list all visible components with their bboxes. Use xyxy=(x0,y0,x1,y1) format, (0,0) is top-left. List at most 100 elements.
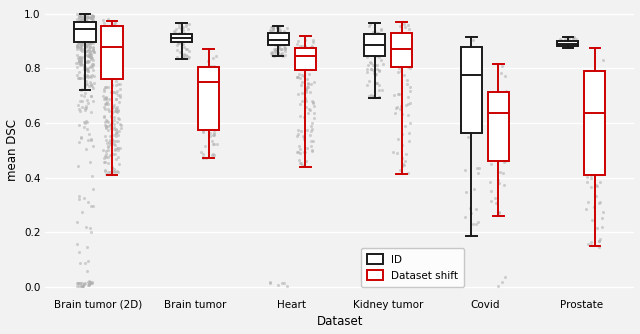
Point xyxy=(292,38,303,44)
Point xyxy=(209,131,220,137)
Point xyxy=(81,119,92,124)
Point xyxy=(178,25,188,30)
PathPatch shape xyxy=(584,71,605,175)
Point xyxy=(280,48,291,53)
Point xyxy=(275,28,285,33)
Point xyxy=(299,47,309,52)
Point xyxy=(86,20,96,25)
Point xyxy=(495,149,505,154)
Point xyxy=(109,133,119,138)
Point xyxy=(84,64,95,70)
Point xyxy=(371,66,381,72)
PathPatch shape xyxy=(102,26,123,79)
Point xyxy=(75,60,85,65)
Point xyxy=(307,129,317,134)
Point xyxy=(281,39,291,44)
Point xyxy=(494,180,504,185)
Point xyxy=(76,31,86,36)
Point xyxy=(179,51,189,57)
Point xyxy=(105,123,115,128)
Point xyxy=(281,30,291,35)
Point xyxy=(74,31,84,36)
Point xyxy=(279,31,289,36)
Point xyxy=(84,53,94,58)
Point xyxy=(399,72,409,77)
Point xyxy=(75,44,85,49)
Point xyxy=(275,47,285,52)
Point xyxy=(87,65,97,70)
Point xyxy=(81,21,92,27)
Point xyxy=(77,284,87,289)
Point xyxy=(403,37,413,43)
Point xyxy=(586,184,596,189)
Point xyxy=(378,61,388,66)
Point xyxy=(99,58,109,63)
Point xyxy=(81,36,91,42)
Point xyxy=(78,31,88,36)
Point xyxy=(108,104,118,110)
Point xyxy=(88,45,99,51)
Point xyxy=(106,60,116,65)
Point xyxy=(99,160,109,165)
Point xyxy=(376,57,387,62)
Point xyxy=(264,27,275,33)
Point xyxy=(81,24,91,29)
Point xyxy=(308,58,318,64)
Point xyxy=(88,67,98,72)
Point xyxy=(500,73,510,79)
Point xyxy=(280,37,291,42)
Point xyxy=(99,114,109,119)
Point xyxy=(372,62,382,67)
Point xyxy=(571,36,581,41)
Point xyxy=(76,61,86,67)
Point xyxy=(82,68,92,73)
Point xyxy=(81,81,92,87)
Point xyxy=(77,209,87,215)
Point xyxy=(597,224,607,229)
Point xyxy=(76,19,86,24)
Point xyxy=(88,144,98,149)
Point xyxy=(465,205,475,210)
Point xyxy=(497,280,508,285)
Point xyxy=(495,124,506,130)
Point xyxy=(73,25,83,30)
Point xyxy=(372,34,382,39)
Point xyxy=(86,203,96,209)
Point xyxy=(560,42,570,47)
Point xyxy=(84,282,95,288)
Point xyxy=(87,36,97,41)
Point xyxy=(86,15,96,21)
Point xyxy=(375,31,385,36)
Point xyxy=(281,37,291,43)
Point xyxy=(81,12,92,17)
Point xyxy=(500,158,510,164)
Point xyxy=(77,18,87,23)
Point xyxy=(84,27,94,32)
Point xyxy=(76,22,86,28)
Point xyxy=(111,108,122,113)
Point xyxy=(266,25,276,30)
Point xyxy=(74,19,84,25)
Point xyxy=(467,92,477,97)
Point xyxy=(74,24,84,29)
Point xyxy=(268,27,278,33)
Point xyxy=(88,86,98,91)
Point xyxy=(586,168,596,173)
Point xyxy=(595,200,605,205)
Point xyxy=(87,21,97,26)
Point xyxy=(112,168,122,173)
Point xyxy=(115,81,125,87)
Point xyxy=(115,92,125,98)
Point xyxy=(371,53,381,59)
Point xyxy=(301,98,311,104)
Point xyxy=(487,142,497,147)
Point xyxy=(113,115,124,121)
Point xyxy=(84,40,95,45)
Point xyxy=(84,50,94,55)
Point xyxy=(84,48,95,54)
Point xyxy=(102,119,112,124)
Point xyxy=(74,59,84,64)
Point xyxy=(86,82,97,88)
Point xyxy=(115,94,125,99)
Point xyxy=(200,143,211,149)
